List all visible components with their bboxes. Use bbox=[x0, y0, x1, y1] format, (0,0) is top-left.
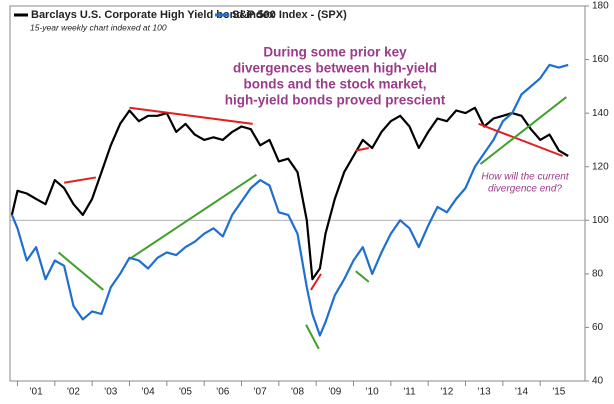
annotation: divergence end? bbox=[488, 184, 562, 195]
trendline bbox=[478, 122, 563, 157]
y-tick-label: 160 bbox=[592, 54, 609, 65]
x-tick-label: '14 bbox=[515, 387, 528, 398]
x-tick-label: '02 bbox=[67, 387, 80, 398]
series-line bbox=[10, 63, 569, 337]
x-tick-label: '08 bbox=[291, 387, 304, 398]
y-tick-label: 60 bbox=[592, 322, 604, 333]
annotation: divergences between high-yield bbox=[233, 61, 437, 76]
x-tick-label: '09 bbox=[328, 387, 341, 398]
x-tick-label: '04 bbox=[142, 387, 155, 398]
trendline bbox=[355, 146, 370, 152]
trendline bbox=[355, 270, 370, 283]
x-tick-label: '13 bbox=[478, 387, 491, 398]
x-tick-label: '12 bbox=[440, 387, 453, 398]
annotation: bonds and the stock market, bbox=[243, 77, 426, 92]
y-tick-label: 100 bbox=[592, 215, 609, 226]
annotation: How will the current bbox=[481, 172, 569, 183]
series-line bbox=[10, 106, 569, 281]
trendline bbox=[130, 173, 257, 259]
y-tick-label: 40 bbox=[592, 376, 604, 387]
trendline bbox=[129, 106, 253, 125]
legend-bg bbox=[12, 8, 412, 36]
x-tick-label: '06 bbox=[216, 387, 229, 398]
trendline bbox=[310, 273, 322, 291]
y-tick-label: 140 bbox=[592, 108, 609, 119]
x-tick-label: '15 bbox=[552, 387, 565, 398]
y-tick-label: 120 bbox=[592, 161, 609, 172]
x-tick-label: '11 bbox=[403, 387, 416, 398]
annotation: During some prior key bbox=[263, 45, 407, 60]
legend-label: Barclays U.S. Corporate High Yield bond … bbox=[31, 9, 276, 21]
y-tick-label: 80 bbox=[592, 268, 604, 279]
subtitle: 15-year weekly chart indexed at 100 bbox=[30, 22, 167, 32]
plot-frame bbox=[9, 5, 586, 382]
trendline bbox=[479, 96, 567, 165]
trendline bbox=[305, 324, 320, 350]
trendline bbox=[57, 251, 104, 291]
x-tick-label: '10 bbox=[366, 387, 379, 398]
annotation: high-yield bonds proved prescient bbox=[225, 93, 446, 108]
legend-label: S&P 500 Index - (SPX) bbox=[232, 9, 347, 21]
x-tick-label: '05 bbox=[179, 387, 192, 398]
trendline bbox=[63, 176, 97, 184]
x-tick-label: '03 bbox=[104, 387, 117, 398]
y-tick-label: 180 bbox=[592, 1, 609, 12]
x-tick-label: '07 bbox=[254, 387, 267, 398]
x-tick-label: '01 bbox=[30, 387, 43, 398]
